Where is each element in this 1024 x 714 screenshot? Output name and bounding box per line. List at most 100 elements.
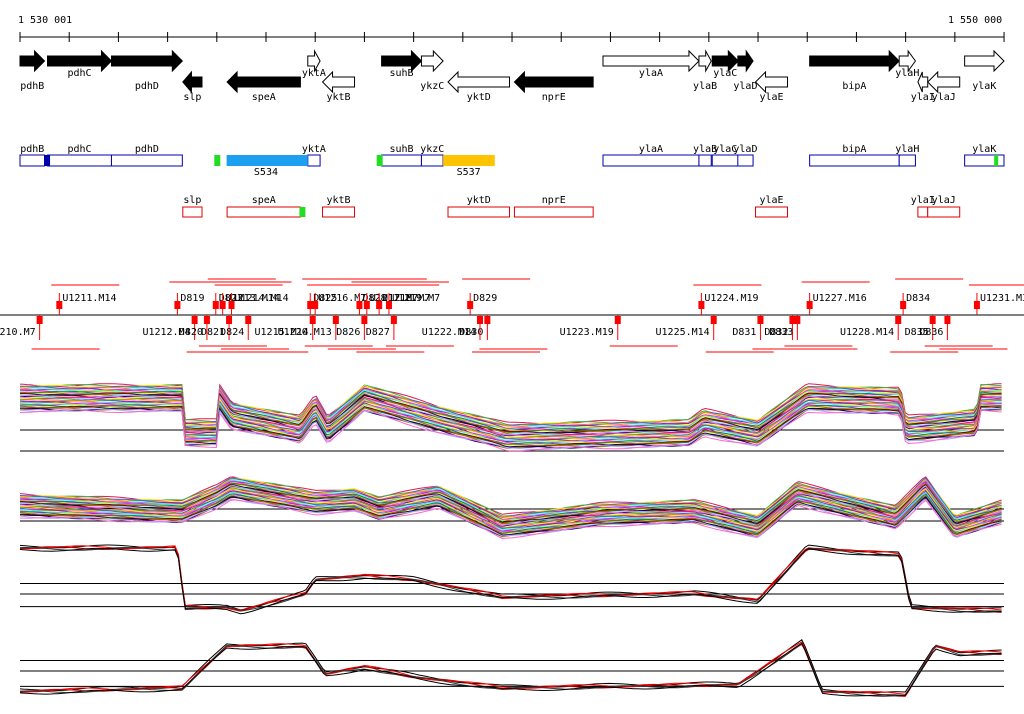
marker-flag <box>36 316 43 324</box>
operon-box-reverse <box>513 206 594 218</box>
operon-box-reverse <box>322 206 356 218</box>
expression-series <box>19 639 1002 694</box>
position-ruler: 1 530 001 1 550 000 <box>18 15 1005 42</box>
marker-flag <box>376 301 383 309</box>
marker-flag <box>476 316 483 324</box>
gene-label: ylaA <box>639 68 663 79</box>
operon-gene-label: ylaJ <box>932 195 956 206</box>
marker-flag <box>361 316 368 324</box>
marker-label: D823 <box>219 293 243 304</box>
marker-label: D826 <box>336 327 360 338</box>
marker-flag <box>710 316 717 324</box>
operon-box <box>809 154 900 167</box>
operon-gene-label: ylaA <box>639 144 663 155</box>
marker-flag <box>219 301 226 309</box>
operon-box <box>47 154 112 167</box>
marker-flag <box>363 301 370 309</box>
marker-label: D834 <box>906 293 930 304</box>
expression-series <box>19 491 1002 533</box>
expression-series <box>19 409 1002 452</box>
gene-label: ylaI <box>911 92 935 103</box>
expression-series <box>19 642 1002 697</box>
gene-label: speA <box>252 92 276 103</box>
operon-gene-label: suhB <box>389 144 413 155</box>
operon-marker <box>44 155 51 166</box>
gene-arrow <box>898 49 917 73</box>
marker-flag <box>895 316 902 324</box>
marker-flag <box>789 316 796 324</box>
operon-gene-label: pdhC <box>67 144 91 155</box>
gene-arrow <box>513 70 594 94</box>
marker-label: U1220.M13 <box>278 327 332 338</box>
marker-label: U1222.M14 <box>422 327 476 338</box>
operon-gene-label: nprE <box>542 195 566 206</box>
marker-flag <box>203 316 210 324</box>
marker-label: D832 <box>764 327 788 338</box>
gene-arrow <box>19 49 46 73</box>
gene-label: ykzC <box>420 81 444 92</box>
operon-gene-label: ylaE <box>759 195 783 206</box>
operon-box <box>737 154 754 167</box>
marker-flag <box>973 301 980 309</box>
marker-flag <box>900 301 907 309</box>
gene-arrow <box>420 49 444 73</box>
operon-box <box>602 154 700 167</box>
marker-flag <box>390 316 397 324</box>
operon-gene-label: yktA <box>302 144 326 155</box>
operon-gene-label: pdhB <box>20 144 44 155</box>
gene-arrow <box>307 49 321 73</box>
gene-label: ylaD <box>733 81 757 92</box>
operon-gene-label: speA <box>252 195 276 206</box>
marker-flag <box>356 301 363 309</box>
gene-arrow <box>321 70 356 94</box>
operon-gene-label: ylaI <box>911 195 935 206</box>
operon-box <box>420 154 444 167</box>
marker-label: U1212.M4 <box>142 327 190 338</box>
expression-series <box>19 642 1002 697</box>
marker-flag <box>228 301 235 309</box>
gene-label: pdhB <box>20 81 44 92</box>
marker-label: U1213.M14 <box>226 293 280 304</box>
gene-label: ylaB <box>693 81 717 92</box>
operon-gene-label: ylaC <box>713 144 737 155</box>
expression-series <box>19 483 1002 523</box>
marker-flag <box>312 301 319 309</box>
expression-tracks <box>19 383 1004 697</box>
expression-series <box>19 499 1002 540</box>
marker-label: U1215.M14 <box>255 327 309 338</box>
start-flag <box>299 207 306 217</box>
marker-label: D824 <box>220 327 244 338</box>
marker-label: U1219.M7 <box>392 293 440 304</box>
operon-box <box>110 154 183 167</box>
operon-box <box>711 154 739 167</box>
ruler-end-label: 1 550 000 <box>948 15 1002 26</box>
marker-label: D830 <box>459 327 483 338</box>
marker-flag <box>191 316 198 324</box>
start-flag <box>994 155 999 166</box>
operon-gene-label: bipA <box>842 144 866 155</box>
gene-label: yktD <box>467 92 491 103</box>
gene-arrow <box>47 49 113 73</box>
operon-gene-label: yktD <box>467 195 491 206</box>
operon-gene-label: ylaB <box>693 144 717 155</box>
gene-label: yktB <box>326 92 350 103</box>
marker-label: U1228.M14 <box>840 327 894 338</box>
gene-arrow <box>737 49 754 73</box>
operon-gene-label: pdhD <box>135 144 159 155</box>
operon-box-reverse <box>226 206 301 218</box>
gene-label: ylaE <box>759 92 783 103</box>
gene-label: ylaJ <box>932 92 956 103</box>
gene-label: yktA <box>302 68 326 79</box>
gene-arrow <box>927 70 961 94</box>
gene-label: ylaK <box>972 81 996 92</box>
start-flag <box>376 155 383 166</box>
marker-flag <box>794 316 801 324</box>
operon-gene-label: ylaD <box>733 144 757 155</box>
marker-label: D833 <box>769 327 793 338</box>
gene-arrow <box>110 49 184 73</box>
gene-arrow <box>602 49 700 73</box>
marker-flag <box>307 301 314 309</box>
operon-box-reverse <box>182 206 203 218</box>
gene-arrow <box>698 49 712 73</box>
